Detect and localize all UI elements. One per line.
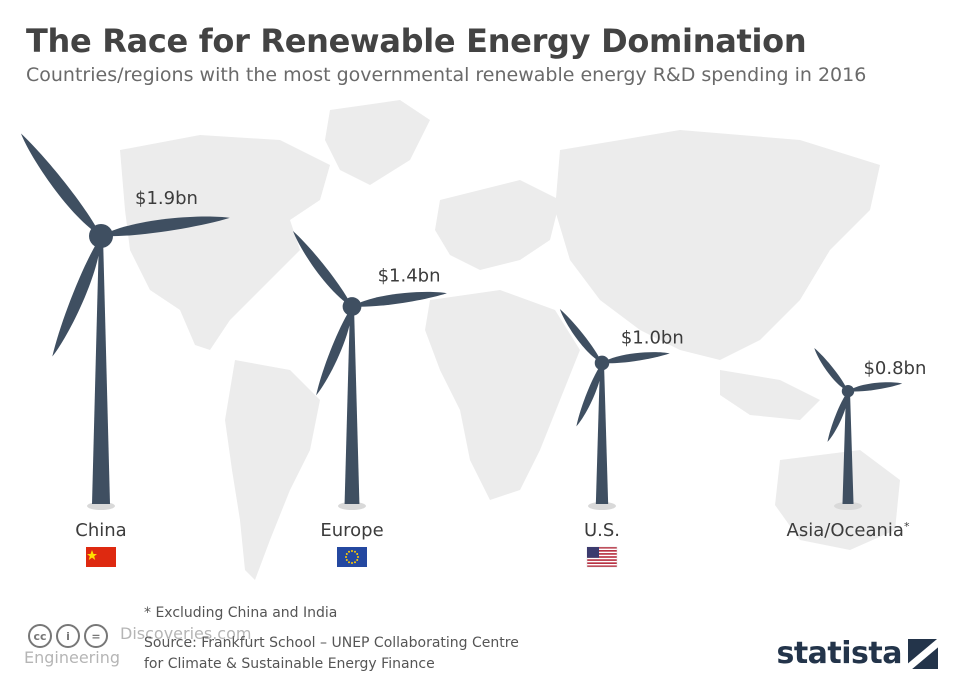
flag-stripe: [587, 547, 617, 549]
turbine-base-shadow: [588, 502, 616, 510]
flag-star-icon: [348, 550, 350, 553]
flag-stripe: [587, 550, 617, 552]
turbine-tower: [842, 391, 854, 504]
value-label: $1.9bn: [135, 188, 198, 209]
flag-star-icon: [348, 561, 350, 564]
turbine-blade: [848, 382, 903, 392]
value-label: $1.0bn: [621, 327, 684, 348]
watermark: Discoveries.com Engineering: [10, 622, 251, 672]
source-line-1: Source: Frankfurt School – UNEP Collabor…: [144, 635, 519, 651]
flag-star-icon: [357, 556, 359, 558]
turbine-blade: [352, 291, 447, 307]
flag-star-icon: [356, 553, 359, 555]
flag-star-icon: [351, 550, 353, 552]
flag-stripe: [587, 556, 617, 558]
category-label: China: [75, 520, 126, 541]
turbine-hub: [89, 224, 113, 248]
southeast-asia-shape: [720, 370, 820, 420]
turbine-tower: [595, 362, 609, 504]
turbine-hub: [841, 384, 855, 398]
flag-star-icon: [87, 550, 97, 560]
turbine-blade: [101, 216, 230, 237]
footnote: * Excluding China and India: [144, 605, 338, 621]
turbine-blade: [576, 362, 603, 427]
flag-stripe: [587, 562, 617, 564]
source-note: Source: Frankfurt School – UNEP Collabor…: [144, 633, 519, 675]
watermark-line-2: Engineering: [24, 648, 120, 667]
turbine-blade: [602, 352, 670, 364]
turbine-blade: [316, 306, 353, 396]
creative-commons-icon[interactable]: cc: [28, 624, 52, 648]
page-subtitle: Countries/regions with the most governme…: [26, 64, 867, 86]
attribution-icon[interactable]: i: [56, 624, 80, 648]
flag-star-icon: [345, 559, 348, 561]
turbine-blade: [827, 391, 849, 442]
footnote-marker: *: [904, 520, 910, 533]
turbine-hub: [342, 297, 362, 316]
turbine-tower: [92, 236, 110, 504]
north-america-shape: [120, 135, 330, 350]
statista-logo[interactable]: statista: [776, 636, 938, 671]
page-title: The Race for Renewable Energy Domination: [26, 22, 807, 60]
no-derivatives-icon[interactable]: =: [84, 624, 108, 648]
asia-shape: [555, 130, 880, 360]
europe-shape: [435, 180, 560, 270]
license-icons: cc i =: [28, 624, 108, 648]
turbine-blade: [559, 309, 602, 363]
australia-shape: [775, 450, 900, 550]
flag-canton: [587, 547, 599, 558]
turbine-blade: [20, 133, 101, 236]
category-label: Asia/Oceania*: [787, 520, 910, 542]
flag-star-icon: [345, 553, 348, 555]
africa-shape: [425, 290, 580, 500]
flag-stripe: [587, 559, 617, 561]
source-line-2: for Climate & Sustainable Energy Finance: [144, 656, 435, 672]
flag-star-icon: [354, 550, 356, 553]
eu-flag-icon: [337, 547, 367, 567]
turbine-blade: [52, 236, 101, 357]
category-label: U.S.: [584, 520, 620, 541]
value-label: $0.8bn: [863, 358, 926, 379]
flag-stripe: [587, 565, 617, 567]
flag-star-icon: [345, 556, 347, 558]
flag-star-icon: [354, 561, 356, 564]
turbine-tower: [344, 306, 360, 504]
value-label: $1.4bn: [378, 265, 441, 286]
turbine-blade: [814, 348, 848, 392]
turbine-base-shadow: [834, 502, 862, 510]
south-america-shape: [225, 360, 320, 580]
greenland-shape: [325, 100, 430, 185]
category-label: Europe: [320, 520, 383, 541]
flag-stripe: [587, 553, 617, 555]
flag-star-icon: [351, 562, 353, 564]
turbine-blade: [293, 231, 352, 307]
flag-star-icon: [356, 559, 359, 561]
china-flag-icon: [86, 547, 116, 567]
turbine-hub: [594, 355, 610, 371]
watermark-line-1: Discoveries.com: [120, 624, 252, 643]
statista-mark-icon: [908, 638, 938, 669]
brand-name: statista: [776, 636, 902, 671]
